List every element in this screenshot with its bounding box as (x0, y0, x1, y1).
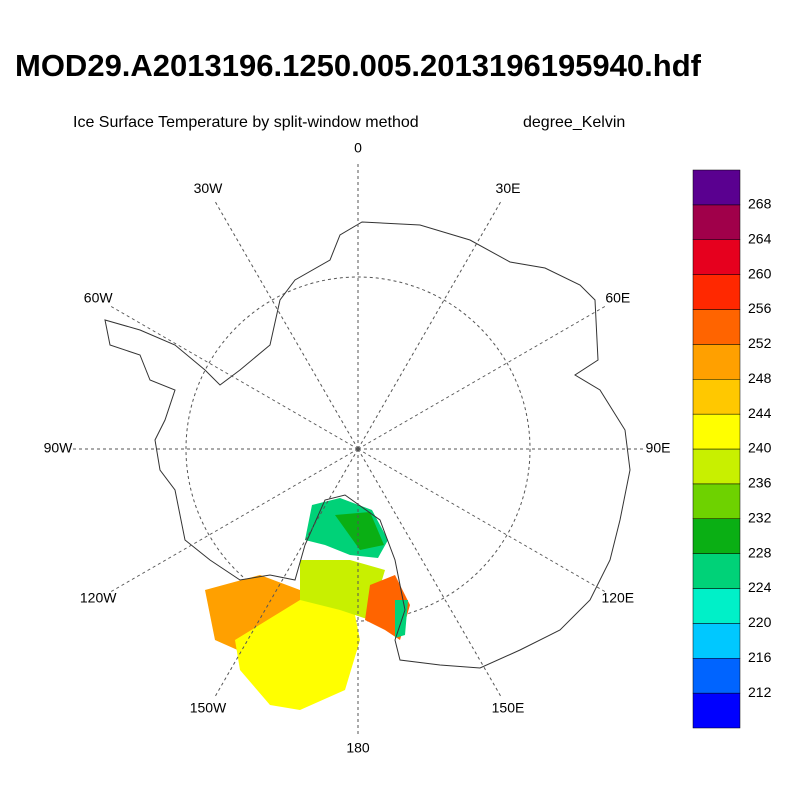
longitude-label: 120W (80, 590, 117, 606)
longitude-label: 0 (354, 140, 362, 156)
longitude-label: 150W (190, 700, 227, 716)
colorbar-box (692, 274, 741, 310)
meridian (110, 306, 359, 450)
longitude-label: 90E (646, 440, 671, 456)
colorbar-label: 224 (748, 579, 772, 595)
colorbar-box (692, 518, 741, 554)
meridian (357, 448, 606, 592)
colorbar-label: 232 (748, 509, 772, 525)
longitude-label: 150E (492, 700, 525, 716)
data-patches (205, 498, 410, 710)
colorbar-label: 252 (748, 335, 772, 351)
longitude-label: 120E (601, 590, 634, 606)
colorbar-label: 236 (748, 475, 772, 491)
colorbar-box (692, 658, 741, 694)
colorbar-label: 244 (748, 405, 772, 421)
colorbar-box (692, 239, 741, 275)
colorbar-box (692, 483, 741, 519)
title: MOD29.A2013196.1250.005.2013196195940.hd… (15, 48, 702, 83)
meridian (215, 201, 359, 450)
data-patch (335, 512, 384, 550)
longitude-label: 90W (44, 440, 74, 456)
colorbar-label: 216 (748, 649, 772, 665)
meridian (357, 201, 501, 450)
longitude-label: 60E (605, 290, 630, 306)
data-patch (300, 560, 385, 620)
colorbar: 212 216 220 224 228 232 236 240 244 248 252 256 260 2… (692, 169, 772, 729)
colorbar-box (692, 309, 741, 345)
longitude-label: 30W (194, 180, 224, 196)
colorbar-label: 248 (748, 370, 772, 386)
colorbar-box (692, 169, 741, 206)
latitude-circle (185, 276, 531, 622)
longitude-label: 30E (496, 180, 521, 196)
colorbar-box (692, 448, 741, 485)
colorbar-box (692, 692, 741, 729)
colorbar-box (692, 553, 741, 589)
colorbar-label: 240 (748, 440, 772, 456)
units: degree_Kelvin (523, 114, 625, 131)
colorbar-label: 212 (748, 684, 772, 700)
longitude-label: 180 (346, 740, 370, 756)
colorbar-box (692, 623, 741, 659)
map: 0 30E 60E 90E 120E 150E 180 150W 120W 90W 60W 30W (44, 140, 671, 756)
colorbar-label: 264 (748, 230, 772, 246)
meridian (357, 306, 606, 450)
colorbar-label: 260 (748, 265, 772, 281)
colorbar-box (692, 588, 741, 624)
data-patch (235, 590, 360, 710)
colorbar-label: 228 (748, 544, 772, 560)
colorbar-box (692, 204, 741, 240)
colorbar-box (692, 379, 741, 415)
subtitle: Ice Surface Temperature by split-window … (73, 114, 419, 131)
colorbar-label: 256 (748, 300, 772, 316)
colorbar-box (692, 344, 741, 380)
colorbar-label: 268 (748, 196, 772, 212)
colorbar-box (692, 413, 741, 450)
longitude-label: 60W (84, 290, 114, 306)
colorbar-label: 220 (748, 614, 772, 630)
